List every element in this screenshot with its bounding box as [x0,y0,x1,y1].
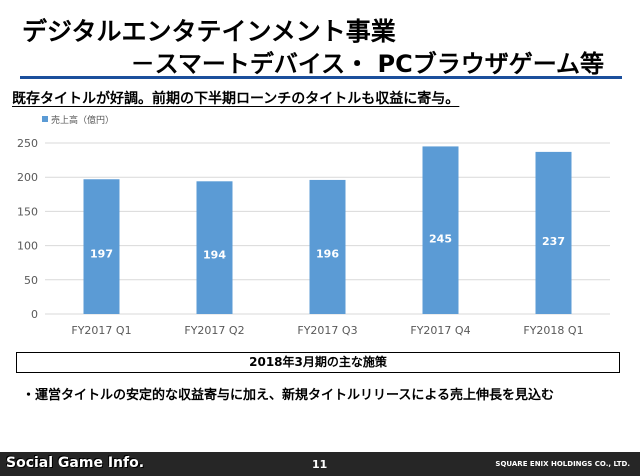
bar [83,179,120,314]
x-tick-label: FY2017 Q2 [184,324,244,337]
page-subtitle: 既存タイトルが好調。前期の下半期ローンチのタイトルも収益に寄与。 [12,91,460,107]
footer-bar [0,452,640,476]
company-name: SQUARE ENIX HOLDINGS CO., LTD. [495,460,630,468]
y-tick-label: 100 [17,240,38,253]
bar [309,179,346,314]
y-tick-label: 150 [17,205,38,218]
watermark-logo: Social Game Info. [6,455,145,471]
page-number: 11 [312,458,328,471]
bar [196,181,233,314]
y-tick-label: 0 [31,308,38,321]
y-tick-label: 200 [17,171,38,184]
summary-bullet: ・運営タイトルの安定的な収益寄与に加え、新規タイトルリリースによる売上伸長を見込… [22,388,554,403]
bar-data-label: 194 [203,248,226,261]
y-tick-label: 250 [17,137,38,150]
page-title: デジタルエンタテインメント事業 [22,17,396,46]
x-tick-label: FY2017 Q4 [410,324,470,337]
bar-data-label: 245 [429,233,452,246]
title-underline [20,76,622,79]
summary-heading-box: 2018年3月期の主な施策 [16,352,620,373]
y-tick-label: 50 [24,274,38,287]
bar-data-label: 237 [542,235,565,248]
x-tick-label: FY2018 Q1 [523,324,583,337]
bar-data-label: 197 [90,247,113,260]
bar-chart: 売上高（億円） 0 50 100 150 200 250 197 FY2017 Q1 194 FY2… [17,114,610,337]
x-tick-label: FY2017 Q3 [297,324,357,337]
bar [422,146,459,314]
bar-data-label: 196 [316,248,339,261]
page-title-line2: －スマートデバイス・ PCブラウザゲーム等 [130,50,604,78]
legend-swatch [42,116,48,122]
x-tick-label: FY2017 Q1 [71,324,131,337]
legend-label: 売上高（億円） [51,114,114,126]
bar [535,151,572,314]
